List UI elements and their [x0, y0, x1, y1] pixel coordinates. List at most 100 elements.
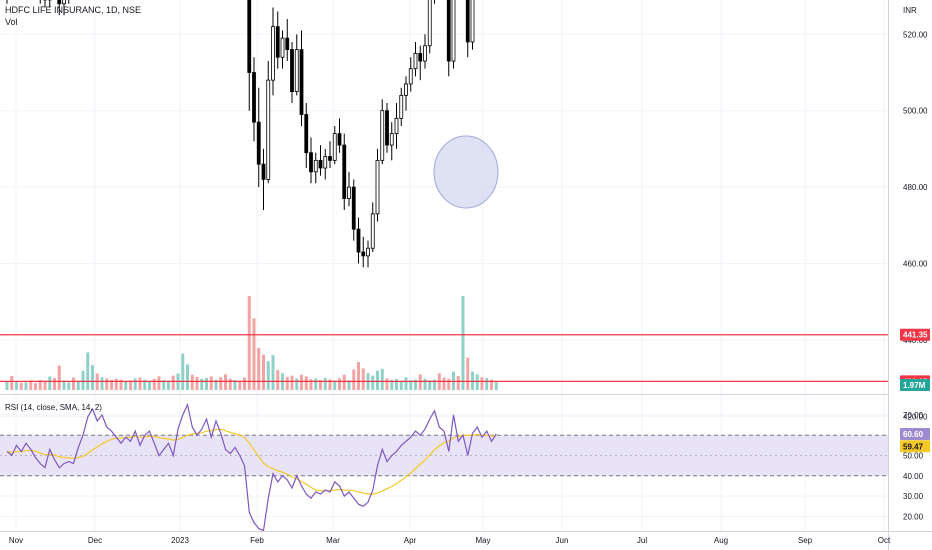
volume-bar: [219, 377, 223, 390]
volume-bar: [352, 369, 356, 390]
candle-body-up: [408, 68, 413, 85]
candle-body-down: [328, 156, 332, 161]
volume-bar: [309, 379, 313, 390]
candlesticks: [6, 0, 475, 268]
candle-body-up: [347, 186, 351, 199]
volume-bar: [200, 378, 204, 390]
volume-bar: [205, 378, 208, 390]
volume-bar: [271, 355, 275, 390]
volume-bar: [105, 378, 109, 390]
time-axis-tick-label: Dec: [88, 536, 102, 545]
volume-bar: [167, 380, 170, 390]
candle-body-down: [275, 26, 280, 58]
volume-bar: [195, 376, 199, 390]
rsi-legend-label: RSI (14, close, SMA, 14, 2): [5, 403, 102, 412]
rsi-ma-line: [6, 428, 497, 495]
volume-bar: [162, 380, 166, 390]
volume-bar: [376, 370, 379, 390]
volume-bar: [233, 380, 237, 390]
rsi-axis-tick-label: 50.00: [903, 452, 924, 461]
volume-bar: [148, 381, 151, 390]
volume-bar: [390, 380, 394, 390]
volume-bar: [399, 380, 403, 390]
candle-body-down: [465, 0, 470, 43]
rsi-line: [6, 402, 497, 532]
candle-body-down: [285, 37, 290, 50]
time-axis-tick-label: 2023: [171, 536, 189, 545]
rsi-axis-tick-label: 20.00: [903, 512, 924, 521]
time-axis-tick-label: Oct: [878, 536, 891, 545]
rsi-axis-tick-label: 30.00: [903, 492, 924, 501]
volume-bar: [48, 376, 52, 390]
candle-body-down: [337, 133, 342, 146]
candle-body-down: [418, 53, 423, 62]
volume-bar: [404, 377, 408, 390]
volume-bar: [323, 378, 327, 390]
volume-bar: [395, 379, 398, 390]
volume-bar: [485, 378, 489, 390]
volume-bar: [447, 378, 451, 390]
horizontal-lines[interactable]: [0, 0, 888, 382]
candle-body-up: [323, 156, 328, 169]
volume-bar: [243, 377, 246, 390]
candle-body-down: [57, 0, 62, 5]
volume-bar: [38, 380, 42, 390]
candle-body-up: [370, 213, 375, 249]
volume-bar: [290, 375, 294, 390]
candle-body-down: [356, 228, 361, 253]
rsi-ma-last-tag-bg: [900, 440, 930, 453]
candle-body-down: [252, 72, 256, 123]
price-level-tag: 441.35: [903, 331, 928, 340]
candle-body-up: [294, 49, 299, 93]
volume-bar: [181, 353, 185, 390]
volume-bar: [328, 379, 332, 390]
candle-body-down: [256, 121, 261, 165]
volume-bar: [456, 376, 460, 390]
candle-body-up: [399, 95, 404, 119]
candle-body-up: [313, 159, 318, 173]
volume-bar: [385, 378, 389, 390]
candle-body-up: [389, 133, 394, 146]
volume-bar: [214, 379, 218, 390]
volume-bar: [423, 378, 427, 390]
candle-body-up: [271, 26, 275, 81]
volume-bar: [371, 375, 375, 390]
time-axis-tick-label: Apr: [404, 536, 417, 545]
volume-bar: [110, 380, 113, 390]
rsi-last-tag-bg: [900, 427, 930, 440]
rsi-band-fill: [0, 435, 888, 476]
volume-bar: [91, 365, 94, 390]
volume-bar: [361, 368, 365, 390]
volume-bar: [190, 374, 194, 390]
volume-bar: [114, 378, 118, 390]
volume-bar: [461, 296, 465, 390]
candle-body-up: [413, 53, 418, 70]
volume-bar: [433, 379, 436, 390]
volume-bar: [247, 296, 251, 390]
rsi-axis-tick-label: 40.00: [903, 472, 924, 481]
candle-body-down: [261, 163, 266, 180]
price-axis-tick-label: 500.00: [903, 107, 928, 116]
volume-bar: [295, 378, 299, 390]
time-axis-tick-label: Feb: [250, 536, 264, 545]
candle-body-down: [361, 251, 366, 257]
volume-bar: [76, 380, 80, 390]
highlight-circle: [433, 135, 499, 209]
volume-bar: [157, 376, 161, 390]
volume-bar: [490, 379, 493, 390]
price-axis-tick-label: 480.00: [903, 183, 928, 192]
rsi-axis-tick-label: 70.00: [903, 411, 924, 420]
volume-bar: [34, 383, 37, 390]
volume-bar: [186, 364, 189, 390]
volume-bar: [266, 361, 270, 390]
volume-bar: [53, 378, 56, 390]
candle-body-up: [366, 247, 370, 257]
chart-title: HDFC LIFE INSURANC, 1D, NSE: [5, 5, 141, 15]
volume-bar: [152, 378, 156, 390]
time-axis[interactable]: Nov Dec 2023 Feb Mar Apr May Jun Jul Aug Sep Oct: [9, 536, 891, 545]
volume-bar: [119, 379, 123, 390]
volume-bar: [414, 379, 417, 390]
candle-body-down: [299, 49, 304, 115]
candle-body-up: [332, 133, 337, 161]
